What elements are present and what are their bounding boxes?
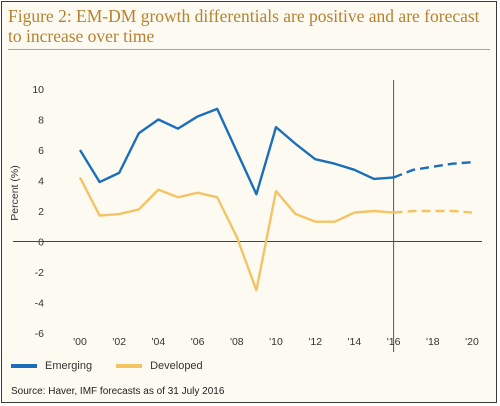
legend-swatch-emerging — [11, 364, 37, 368]
y-tick-label: 4 — [38, 176, 44, 188]
y-tick-label: 2 — [38, 206, 44, 218]
x-tick-label: '06 — [191, 336, 205, 348]
x-tick-label: '14 — [348, 336, 362, 348]
y-tick-label: 6 — [38, 145, 44, 157]
x-tick-label: '04 — [152, 336, 166, 348]
y-tick-label: -4 — [35, 298, 44, 310]
figure-title: Figure 2: EM-DM growth differentials are… — [8, 6, 480, 46]
legend-label-developed: Developed — [150, 360, 203, 372]
x-tick-label: '10 — [269, 336, 283, 348]
y-tick-label: -2 — [35, 267, 44, 279]
legend: Emerging Developed — [11, 360, 227, 372]
x-tick-label: '18 — [426, 336, 440, 348]
x-tick-label: '08 — [230, 336, 244, 348]
title-rule — [8, 49, 490, 50]
legend-item-developed: Developed — [116, 360, 203, 372]
y-tick-label: 10 — [32, 84, 44, 96]
x-tick-label: '02 — [112, 336, 126, 348]
source-note: Source: Haver, IMF forecasts as of 31 Ju… — [11, 386, 225, 397]
x-tick-label: '20 — [465, 336, 479, 348]
x-tick-label: '16 — [387, 336, 401, 348]
legend-swatch-developed — [116, 364, 143, 368]
legend-label-emerging: Emerging — [45, 360, 93, 372]
y-tick-label: 8 — [38, 115, 44, 127]
series-line-developed-forecast — [393, 209, 473, 214]
legend-item-emerging: Emerging — [11, 360, 92, 372]
x-tick-label: '12 — [308, 336, 322, 348]
y-tick-label: 0 — [38, 237, 44, 249]
series-line-emerging-forecast — [393, 161, 473, 179]
y-axis-title: Percent (%) — [9, 165, 21, 220]
x-tick-label: '00 — [73, 336, 87, 348]
series-line-developed-actual — [78, 176, 394, 292]
y-tick-label: -6 — [35, 328, 44, 340]
series-line-emerging-actual — [78, 107, 394, 196]
